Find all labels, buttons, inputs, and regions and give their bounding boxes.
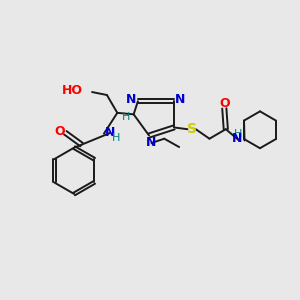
Text: O: O <box>219 97 230 110</box>
Text: N: N <box>175 93 186 106</box>
Text: N: N <box>126 93 136 106</box>
Text: O: O <box>55 125 65 138</box>
Text: S: S <box>187 122 196 136</box>
Text: H: H <box>122 112 130 122</box>
Text: N: N <box>105 126 116 139</box>
Text: HO: HO <box>62 84 83 97</box>
Text: N: N <box>232 132 242 145</box>
Text: H: H <box>233 129 242 139</box>
Text: N: N <box>146 136 157 149</box>
Text: H: H <box>112 133 121 143</box>
